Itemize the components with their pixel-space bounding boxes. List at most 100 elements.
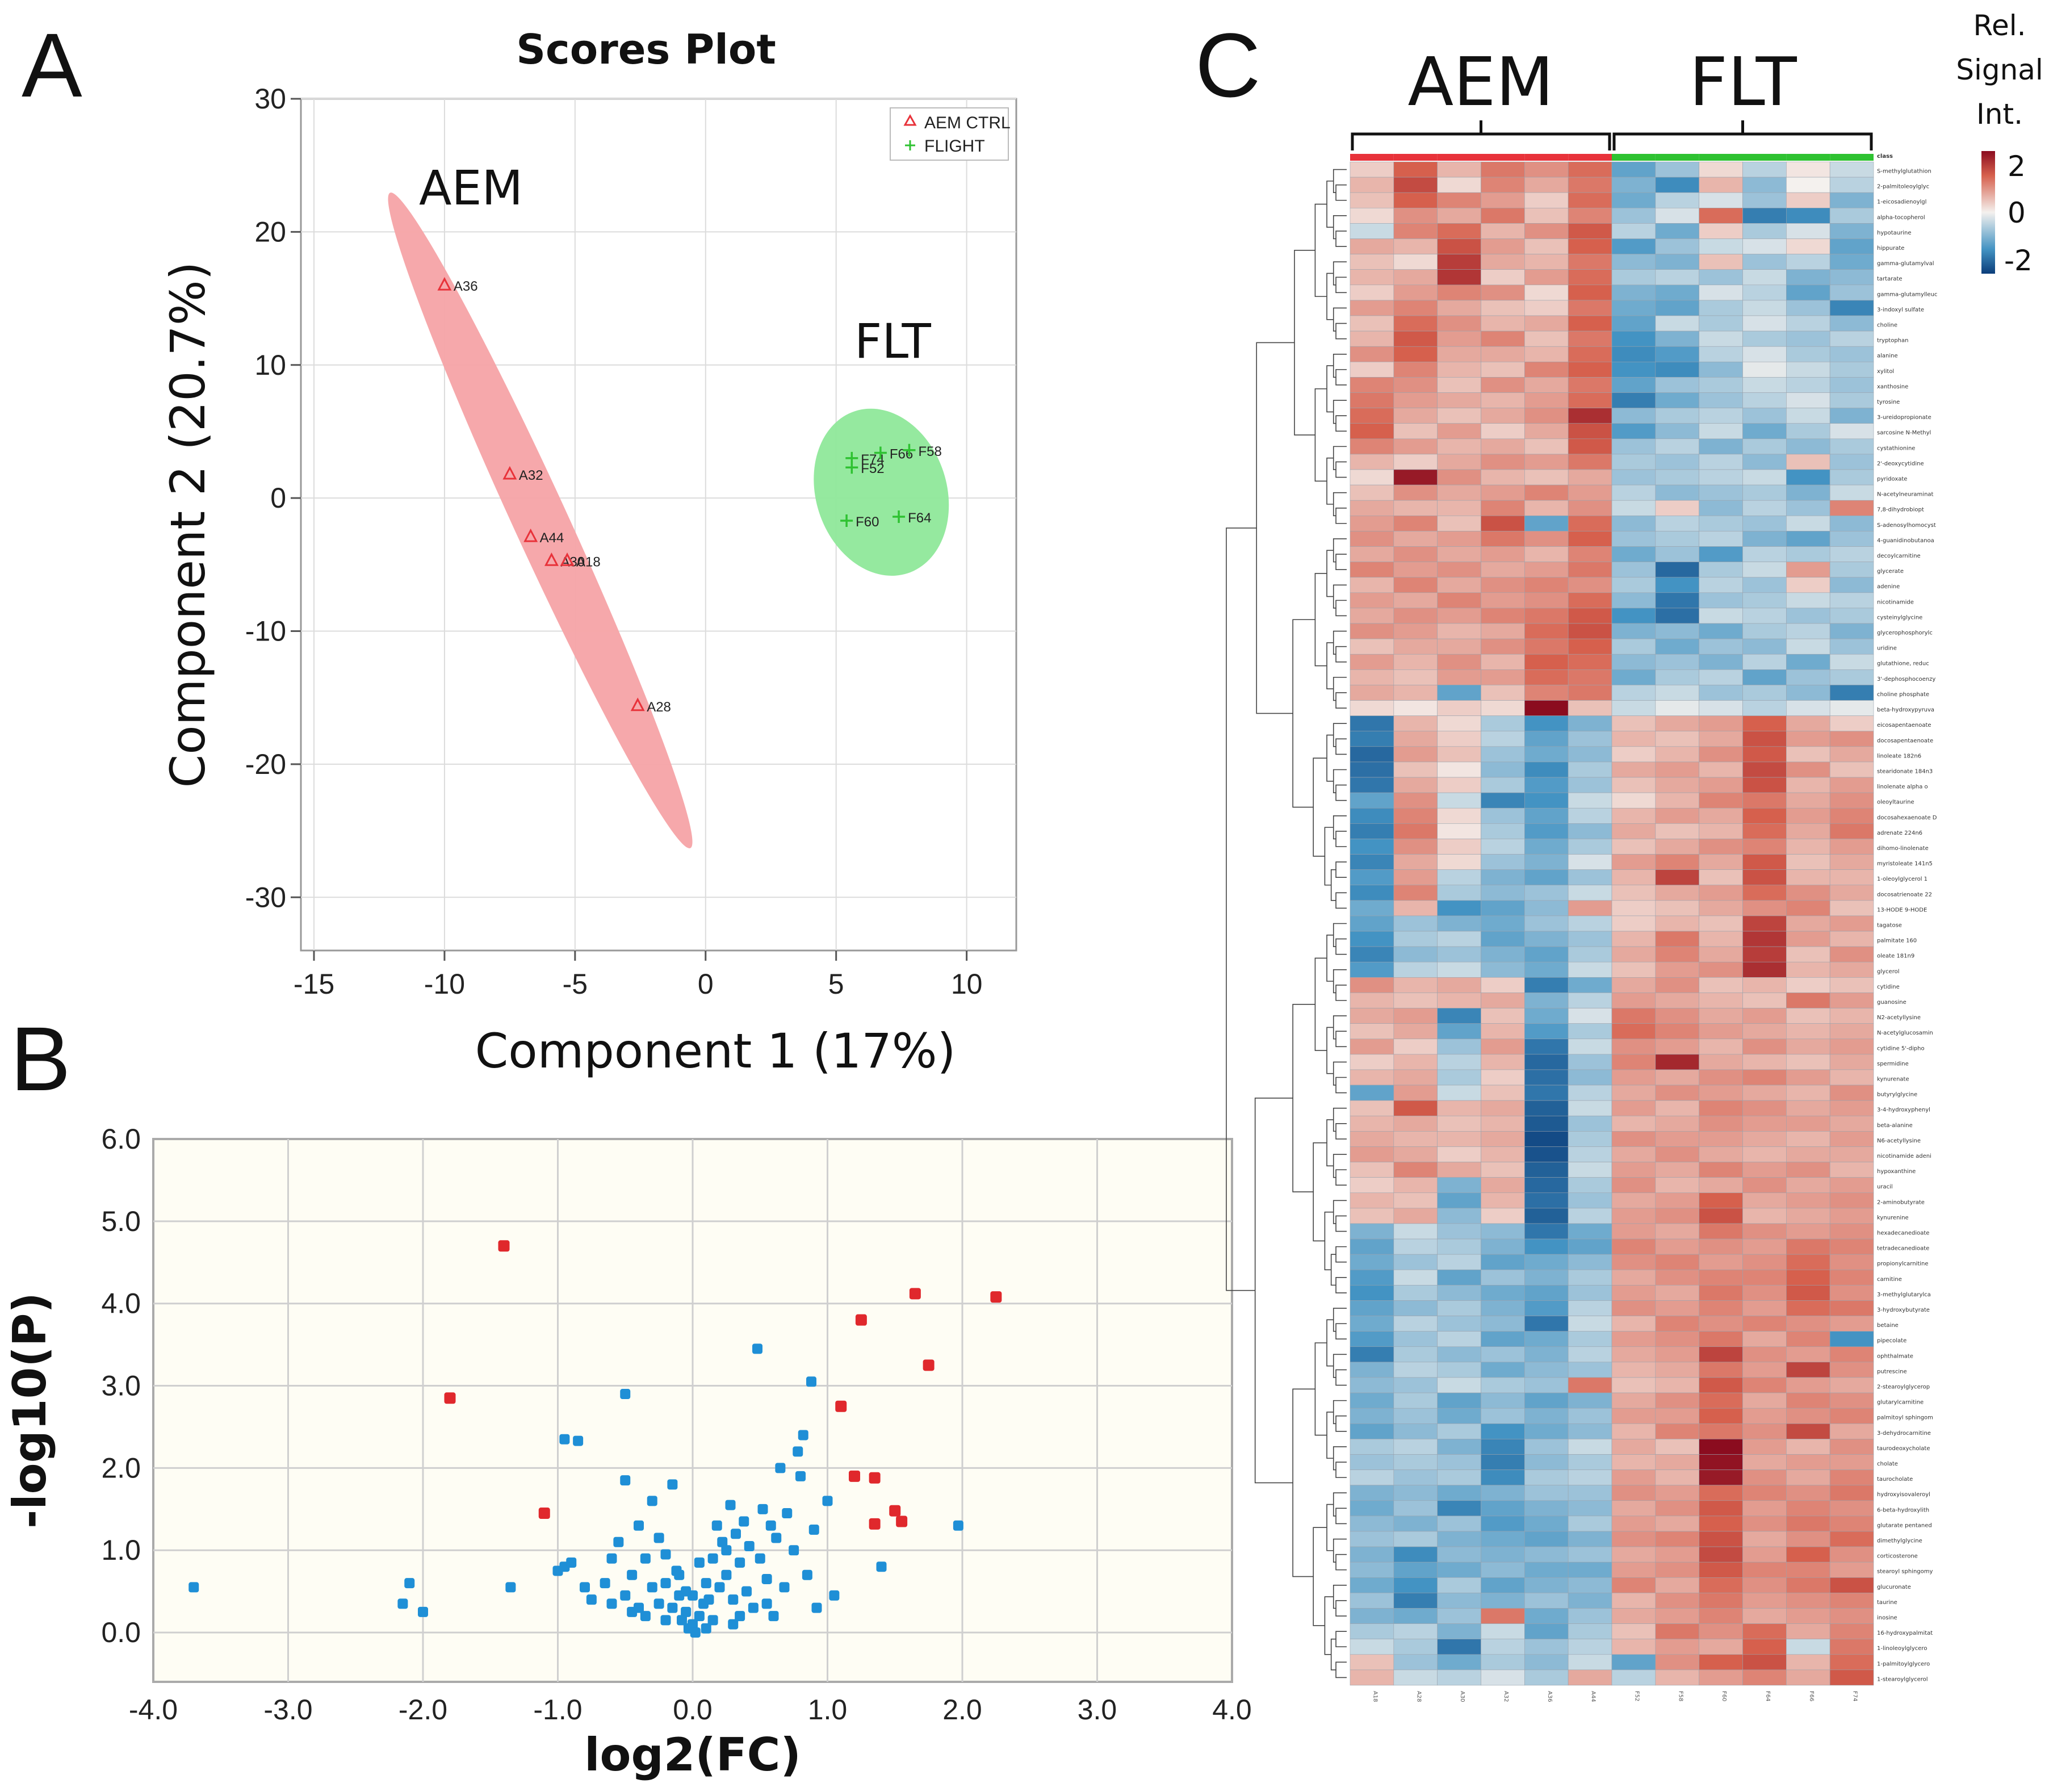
heatmap-cell bbox=[1481, 1654, 1525, 1670]
heatmap-cell bbox=[1655, 1515, 1699, 1532]
heatmap-cell bbox=[1568, 715, 1612, 732]
heatmap-cell bbox=[1350, 1146, 1394, 1162]
flight-point-label: F60 bbox=[856, 514, 879, 530]
heatmap-cell bbox=[1829, 300, 1874, 316]
heatmap-cell bbox=[1829, 746, 1874, 763]
dendrogram-branch bbox=[1335, 323, 1347, 340]
heatmap-cell bbox=[1524, 1331, 1569, 1347]
heatmap-cell bbox=[1655, 1223, 1699, 1240]
heatmap-cell bbox=[1437, 1300, 1481, 1316]
heatmap-cell bbox=[1524, 931, 1569, 947]
dendrogram-branch bbox=[1326, 457, 1334, 505]
heatmap-column-label: F74 bbox=[1852, 1691, 1858, 1701]
dendrogram-branch bbox=[1335, 1508, 1347, 1525]
heatmap-cell bbox=[1524, 516, 1569, 531]
heatmap-cell bbox=[1393, 1639, 1438, 1655]
heatmap-cell bbox=[1655, 562, 1699, 578]
volcano-point-nonsig bbox=[688, 1619, 698, 1630]
heatmap-cell bbox=[1699, 1346, 1743, 1363]
heatmap-cell bbox=[1786, 362, 1830, 378]
heatmap-cell bbox=[1437, 408, 1481, 424]
heatmap-cell bbox=[1655, 1546, 1699, 1563]
heatmap-row-label: hippurate bbox=[1877, 245, 1904, 252]
heatmap-cell bbox=[1481, 654, 1525, 670]
volcano-point-nonsig bbox=[707, 1615, 718, 1626]
heatmap-cell bbox=[1742, 854, 1787, 870]
heatmap-cell bbox=[1742, 1192, 1787, 1209]
heatmap-cell bbox=[1699, 1561, 1743, 1578]
heatmap-cell bbox=[1655, 254, 1699, 270]
heatmap-cell bbox=[1524, 1285, 1569, 1301]
heatmap-cell bbox=[1568, 1439, 1612, 1455]
heatmap-cell bbox=[1699, 346, 1743, 362]
heatmap-row-label: glycerophosphorylc bbox=[1877, 630, 1933, 637]
heatmap-cell bbox=[1350, 638, 1394, 655]
heatmap-cell bbox=[1829, 223, 1874, 239]
heatmap-cell bbox=[1393, 577, 1438, 593]
heatmap-cell bbox=[1437, 1454, 1481, 1470]
volcano-point-nonsig bbox=[793, 1446, 803, 1457]
heatmap-cell bbox=[1611, 484, 1656, 501]
heatmap-cell bbox=[1481, 854, 1525, 870]
heatmap-cell bbox=[1699, 961, 1743, 978]
dendrogram-branch bbox=[1330, 869, 1336, 901]
dendrogram-branch bbox=[1326, 734, 1334, 782]
heatmap-cell bbox=[1524, 346, 1569, 362]
heatmap-cell bbox=[1611, 638, 1656, 655]
heatmap-cell bbox=[1786, 223, 1830, 239]
heatmap-cell bbox=[1437, 854, 1481, 870]
heatmap-cell bbox=[1350, 807, 1394, 824]
heatmap-cell bbox=[1611, 1515, 1656, 1532]
heatmap-cell bbox=[1699, 1223, 1743, 1240]
heatmap-cell bbox=[1437, 807, 1481, 824]
heatmap-cell bbox=[1437, 1392, 1481, 1409]
heatmap-row-label: 3'-dephosphocoenzy bbox=[1877, 676, 1935, 683]
heatmap-cell bbox=[1786, 1085, 1830, 1101]
heatmap-cell bbox=[1524, 500, 1569, 516]
heatmap-cell bbox=[1481, 1485, 1525, 1501]
heatmap-cell bbox=[1699, 592, 1743, 609]
dendrogram-branch bbox=[1326, 1504, 1334, 1551]
scores-legend: AEM CTRL FLIGHT bbox=[890, 107, 1011, 161]
heatmap-cell bbox=[1393, 1316, 1438, 1332]
volcano-point-nonsig bbox=[653, 1598, 664, 1609]
heatmap-cell bbox=[1524, 1208, 1569, 1224]
heatmap-cell bbox=[1655, 1162, 1699, 1178]
dendrogram-branch bbox=[1333, 353, 1347, 378]
heatmap-row-label: xanthosine bbox=[1877, 384, 1908, 390]
volcano-point-nonsig bbox=[707, 1553, 718, 1564]
heatmap-cell bbox=[1481, 161, 1525, 178]
heatmap-cell bbox=[1481, 1208, 1525, 1224]
volcano-point-nonsig bbox=[613, 1536, 624, 1547]
volcano-point-sig bbox=[990, 1291, 1002, 1303]
heatmap-cell bbox=[1786, 315, 1830, 332]
heatmap-row-label: taurodeoxycholate bbox=[1877, 1446, 1930, 1452]
heatmap-cell bbox=[1829, 269, 1874, 286]
heatmap-cell bbox=[1437, 761, 1481, 778]
heatmap-cell bbox=[1524, 685, 1569, 701]
heatmap-cell bbox=[1481, 777, 1525, 793]
heatmap-row-label: glucuronate bbox=[1877, 1584, 1911, 1590]
heatmap-column-label: F58 bbox=[1677, 1691, 1683, 1701]
heatmap-cell bbox=[1568, 208, 1612, 224]
heatmap-cell bbox=[1829, 1423, 1874, 1439]
heatmap-cell bbox=[1699, 1316, 1743, 1332]
volcano-point-nonsig bbox=[566, 1557, 577, 1568]
heatmap-cell bbox=[1568, 223, 1612, 239]
heatmap-row-label: 1-stearoylglycerol bbox=[1877, 1676, 1928, 1682]
heatmap-cell bbox=[1524, 1546, 1569, 1563]
heatmap-cell bbox=[1699, 500, 1743, 516]
heatmap-cell bbox=[1568, 761, 1612, 778]
volcano-point-nonsig bbox=[694, 1557, 705, 1568]
heatmap-cell bbox=[1786, 1500, 1830, 1517]
heatmap-cell bbox=[1829, 531, 1874, 547]
heatmap-cell bbox=[1742, 1223, 1787, 1240]
heatmap-cell bbox=[1393, 608, 1438, 624]
heatmap-cell bbox=[1829, 1054, 1874, 1070]
volcano-point-nonsig bbox=[748, 1602, 759, 1613]
heatmap-cell bbox=[1611, 993, 1656, 1008]
heatmap-cell bbox=[1437, 700, 1481, 716]
heatmap-cell bbox=[1829, 685, 1874, 701]
volcano-point-nonsig bbox=[714, 1582, 725, 1593]
